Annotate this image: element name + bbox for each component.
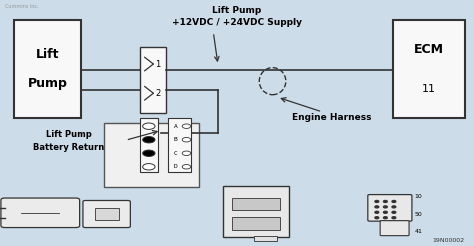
Text: 11: 11 (422, 84, 436, 93)
Bar (232, 198, 280, 210)
Circle shape (392, 211, 396, 213)
Bar (393, 20, 465, 118)
Bar (168, 118, 191, 172)
Text: 2: 2 (155, 89, 161, 98)
FancyBboxPatch shape (1, 198, 80, 228)
Text: Lift: Lift (36, 48, 59, 61)
Bar (232, 217, 280, 230)
Bar (104, 123, 199, 187)
Text: +12VDC / +24VDC Supply: +12VDC / +24VDC Supply (172, 18, 302, 28)
Circle shape (383, 206, 387, 208)
Circle shape (392, 200, 396, 202)
Text: Engine Harness: Engine Harness (292, 113, 372, 122)
Circle shape (392, 206, 396, 208)
Circle shape (375, 211, 379, 213)
Bar (140, 118, 158, 172)
Text: ECM: ECM (414, 43, 444, 56)
Bar (254, 236, 277, 241)
FancyBboxPatch shape (83, 200, 130, 228)
FancyBboxPatch shape (380, 221, 409, 236)
Circle shape (375, 217, 379, 219)
Circle shape (375, 200, 379, 202)
Bar (14, 20, 81, 118)
Text: Lift Pump: Lift Pump (46, 130, 91, 139)
Text: 1: 1 (155, 60, 161, 68)
FancyBboxPatch shape (368, 195, 412, 221)
Text: 19N00002: 19N00002 (432, 238, 465, 243)
Circle shape (383, 217, 387, 219)
Circle shape (143, 164, 155, 170)
Circle shape (383, 200, 387, 202)
Circle shape (182, 124, 191, 128)
Text: 10: 10 (415, 194, 422, 199)
Circle shape (143, 137, 155, 143)
Text: A: A (174, 124, 178, 129)
Circle shape (182, 165, 191, 169)
Text: 50: 50 (415, 212, 422, 216)
Circle shape (143, 150, 155, 156)
Bar (223, 186, 289, 237)
Circle shape (182, 138, 191, 142)
Text: 41: 41 (415, 229, 423, 234)
Circle shape (375, 206, 379, 208)
Bar (95, 208, 118, 220)
Circle shape (143, 123, 155, 129)
Text: B: B (174, 137, 178, 142)
Text: D: D (174, 164, 178, 169)
Circle shape (182, 151, 191, 155)
Text: Lift Pump: Lift Pump (212, 6, 262, 15)
Text: Pump: Pump (27, 77, 67, 90)
Circle shape (392, 217, 396, 219)
Text: C: C (174, 151, 178, 156)
Circle shape (383, 211, 387, 213)
Text: Cummins Inc.: Cummins Inc. (5, 4, 38, 9)
Text: Battery Return: Battery Return (33, 143, 104, 152)
Bar (140, 47, 166, 113)
